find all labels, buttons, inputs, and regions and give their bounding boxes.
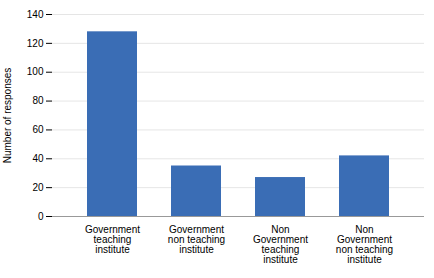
svg-text:0: 0 — [38, 211, 44, 222]
svg-text:NonGovernmentteachinginstitute: NonGovernmentteachinginstitute — [253, 224, 308, 265]
svg-text:80: 80 — [32, 95, 44, 106]
svg-text:140: 140 — [27, 9, 44, 20]
svg-text:40: 40 — [32, 153, 44, 164]
svg-text:120: 120 — [27, 38, 44, 49]
svg-text:Governmentteachinginstitute: Governmentteachinginstitute — [85, 224, 140, 255]
svg-text:Number of responses: Number of responses — [2, 68, 13, 164]
svg-text:NonGovernmentnon teachinginsti: NonGovernmentnon teachinginstitute — [336, 224, 393, 265]
svg-text:20: 20 — [32, 182, 44, 193]
svg-text:60: 60 — [32, 124, 44, 135]
svg-text:100: 100 — [27, 66, 44, 77]
svg-text:Governmentnon teachinginstitut: Governmentnon teachinginstitute — [168, 224, 225, 255]
